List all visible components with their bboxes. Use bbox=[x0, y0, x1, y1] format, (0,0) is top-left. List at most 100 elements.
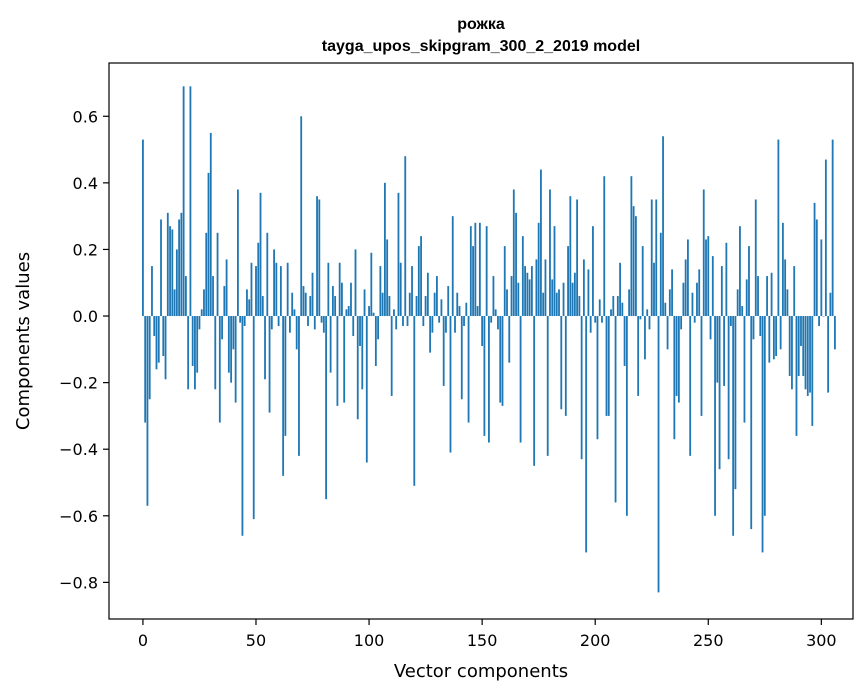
x-tick-label: 200 bbox=[580, 631, 611, 650]
bar-57 bbox=[270, 316, 273, 330]
bar-296 bbox=[811, 316, 814, 426]
bar-46 bbox=[246, 289, 248, 317]
bar-187 bbox=[564, 316, 567, 416]
bar-193 bbox=[578, 296, 581, 317]
bar-275 bbox=[763, 316, 766, 516]
bar-85 bbox=[334, 296, 337, 317]
bar-150 bbox=[481, 316, 484, 346]
bar-55 bbox=[266, 232, 269, 317]
bar-183 bbox=[555, 292, 558, 317]
bar-246 bbox=[698, 269, 701, 317]
bar-59 bbox=[275, 262, 278, 317]
bar-62 bbox=[282, 316, 285, 476]
bar-44 bbox=[241, 316, 244, 536]
bar-1 bbox=[144, 316, 147, 423]
bar-185 bbox=[560, 316, 563, 410]
bar-240 bbox=[684, 259, 687, 317]
bar-114 bbox=[399, 262, 402, 317]
bar-191 bbox=[573, 272, 576, 317]
bar-174 bbox=[535, 259, 538, 317]
bar-284 bbox=[784, 259, 787, 317]
chart-subtitle: tayga_upos_skipgram_300_2_2019 model bbox=[322, 38, 640, 55]
y-tick-label: −0.4 bbox=[59, 440, 98, 459]
bar-198 bbox=[589, 316, 592, 333]
bar-24 bbox=[196, 316, 199, 373]
bar-41 bbox=[234, 316, 237, 403]
bar-66 bbox=[291, 292, 294, 317]
bar-241 bbox=[687, 239, 689, 317]
bar-142 bbox=[463, 316, 465, 327]
bar-32 bbox=[214, 316, 217, 390]
bar-259 bbox=[727, 316, 730, 460]
bar-128 bbox=[431, 316, 434, 333]
bar-123 bbox=[420, 236, 422, 317]
bar-61 bbox=[279, 266, 282, 317]
bar-93 bbox=[352, 316, 355, 337]
bar-124 bbox=[422, 316, 425, 327]
bar-139 bbox=[456, 292, 459, 317]
bar-207 bbox=[610, 309, 612, 317]
bar-20 bbox=[187, 316, 190, 390]
bar-260 bbox=[729, 316, 732, 327]
bar-43 bbox=[239, 316, 242, 323]
bar-221 bbox=[641, 246, 644, 317]
bar-302 bbox=[824, 159, 827, 317]
bar-192 bbox=[576, 199, 579, 317]
bar-51 bbox=[257, 242, 260, 317]
bar-258 bbox=[725, 242, 728, 317]
bar-271 bbox=[754, 199, 757, 317]
x-tick-label: 300 bbox=[806, 631, 837, 650]
bar-56 bbox=[268, 316, 271, 413]
bar-202 bbox=[598, 299, 601, 317]
bar-175 bbox=[537, 222, 540, 317]
bar-201 bbox=[596, 316, 599, 440]
bar-3 bbox=[148, 316, 151, 400]
bar-76 bbox=[313, 316, 316, 330]
bar-224 bbox=[648, 316, 651, 330]
x-tick-label: 50 bbox=[246, 631, 266, 650]
bar-167 bbox=[519, 316, 522, 443]
bar-306 bbox=[834, 316, 836, 350]
bar-137 bbox=[451, 216, 454, 317]
bar-182 bbox=[553, 226, 556, 317]
x-tick-label: 250 bbox=[693, 631, 724, 650]
bar-40 bbox=[232, 316, 235, 350]
bar-88 bbox=[341, 282, 343, 317]
bar-153 bbox=[488, 316, 490, 443]
bar-257 bbox=[723, 316, 726, 386]
bar-253 bbox=[714, 316, 716, 516]
bar-262 bbox=[734, 316, 737, 490]
bar-4 bbox=[151, 266, 153, 317]
bar-16 bbox=[178, 219, 181, 317]
bar-261 bbox=[732, 316, 735, 536]
bar-146 bbox=[472, 246, 474, 317]
bar-276 bbox=[766, 276, 768, 317]
bar-204 bbox=[603, 176, 606, 317]
bar-166 bbox=[517, 282, 520, 317]
bar-103 bbox=[374, 316, 377, 366]
bar-235 bbox=[673, 316, 676, 440]
bar-104 bbox=[377, 316, 380, 340]
bar-48 bbox=[250, 262, 253, 317]
bar-200 bbox=[594, 316, 597, 323]
bar-122 bbox=[417, 246, 420, 317]
bar-209 bbox=[614, 316, 617, 503]
bar-10 bbox=[164, 316, 167, 380]
bar-31 bbox=[212, 276, 214, 317]
bar-28 bbox=[205, 232, 208, 317]
bar-138 bbox=[454, 316, 456, 333]
bar-73 bbox=[307, 316, 309, 327]
bar-273 bbox=[759, 316, 762, 337]
bar-227 bbox=[655, 199, 658, 317]
bar-89 bbox=[343, 316, 346, 403]
bar-108 bbox=[386, 239, 389, 317]
bar-33 bbox=[216, 232, 219, 317]
bar-205 bbox=[605, 316, 608, 416]
bar-190 bbox=[571, 282, 574, 317]
bar-231 bbox=[664, 302, 667, 317]
bar-163 bbox=[510, 276, 513, 317]
bar-178 bbox=[544, 259, 547, 317]
bar-47 bbox=[248, 299, 251, 317]
bar-266 bbox=[743, 316, 746, 423]
bar-27 bbox=[203, 289, 205, 317]
